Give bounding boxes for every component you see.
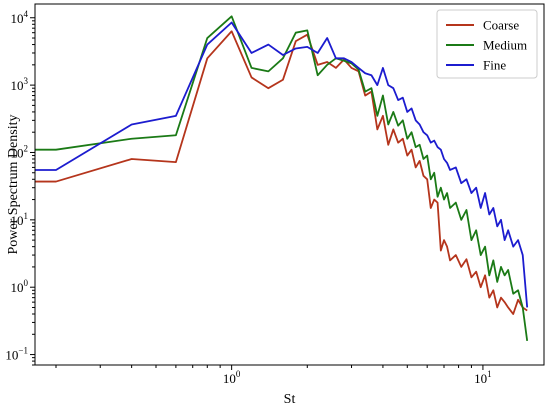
y-tick-base: 10	[11, 11, 24, 26]
y-tick-exponent: −1	[18, 346, 28, 356]
series-line-coarse	[35, 30, 528, 315]
x-tick-base: 10	[474, 371, 487, 386]
y-tick-base: 10	[11, 280, 24, 295]
series-line-fine	[35, 21, 529, 308]
y-tick-exponent: 3	[24, 76, 29, 86]
y-tick-label: 10−1	[5, 346, 28, 363]
x-axis-title: St	[284, 392, 296, 407]
series-line-medium	[35, 15, 529, 341]
x-tick-label: 100	[223, 369, 241, 386]
x-tick-label: 101	[474, 369, 492, 386]
y-tick-label: 104	[11, 9, 29, 26]
series-lines	[35, 15, 529, 341]
legend-label-medium: Medium	[483, 38, 527, 53]
y-tick-exponent: 2	[24, 143, 29, 153]
y-tick-label: 103	[11, 76, 29, 93]
y-tick-base: 10	[11, 145, 24, 160]
x-axis-ticks: 100 101	[55, 365, 492, 386]
legend-label-coarse: Coarse	[483, 18, 519, 33]
y-axis-title: Power Spectrum Density	[6, 115, 21, 255]
y-tick-base: 10	[5, 348, 18, 363]
x-tick-exponent: 0	[236, 369, 241, 379]
y-tick-label: 100	[11, 278, 29, 295]
y-tick-exponent: 1	[24, 211, 29, 221]
y-tick-exponent: 0	[24, 278, 29, 288]
legend-label-fine: Fine	[483, 58, 506, 73]
y-tick-base: 10	[11, 78, 24, 93]
y-tick-label: 102	[11, 143, 29, 160]
x-tick-exponent: 1	[487, 369, 492, 379]
legend: Coarse Medium Fine	[436, 9, 538, 79]
plot-frame	[34, 3, 545, 366]
legend-box	[436, 9, 538, 79]
y-tick-exponent: 4	[24, 9, 29, 19]
y-tick-label: 101	[11, 211, 29, 228]
x-tick-base: 10	[223, 371, 236, 386]
y-tick-base: 10	[11, 213, 24, 228]
